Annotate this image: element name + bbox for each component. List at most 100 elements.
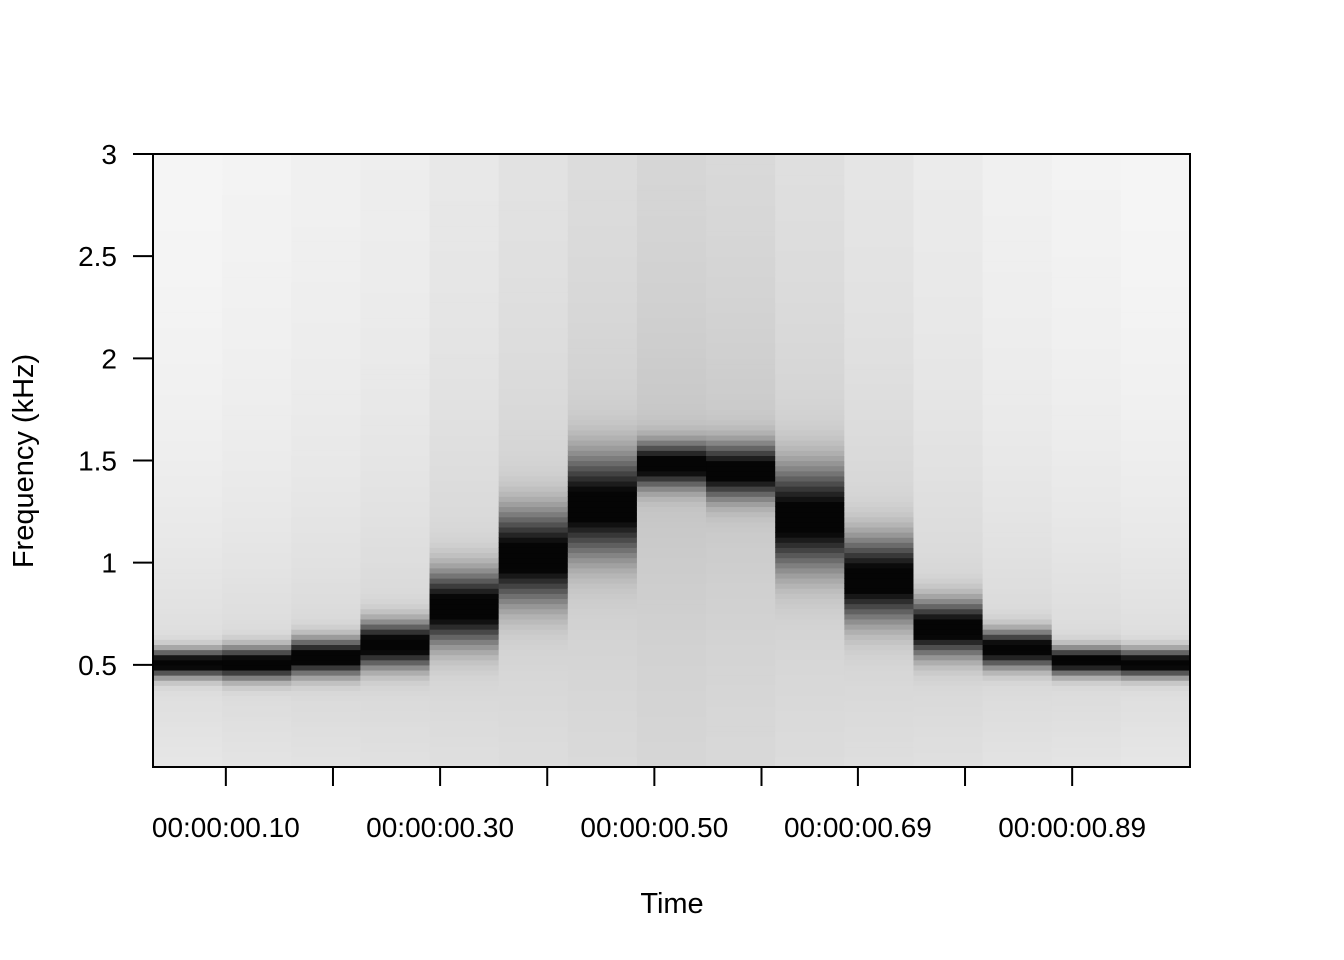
spectrogram-cell xyxy=(291,746,361,753)
spectrogram-cell xyxy=(222,588,292,594)
spectrogram-cell xyxy=(498,537,569,543)
spectrogram-cell xyxy=(913,199,984,206)
spectrogram-cell xyxy=(982,761,1053,768)
spectrogram-cell xyxy=(429,532,500,538)
spectrogram-cell xyxy=(982,577,1053,584)
spectrogram-cell xyxy=(775,205,845,211)
spectrogram-cell xyxy=(775,353,845,359)
spectrogram-cell xyxy=(1051,251,1122,257)
spectrogram-cell xyxy=(291,562,361,569)
spectrogram-cell xyxy=(360,511,431,518)
spectrogram-cell xyxy=(153,746,223,753)
spectrogram-cell xyxy=(706,373,776,380)
spectrogram-cell xyxy=(291,434,361,441)
spectrogram-cell xyxy=(1051,368,1122,375)
spectrogram-cell xyxy=(498,388,569,395)
spectrogram-cell xyxy=(222,496,292,502)
spectrogram-cell xyxy=(498,731,569,737)
spectrogram-cell xyxy=(844,475,915,482)
spectrogram-cell xyxy=(844,164,915,170)
spectrogram-cell xyxy=(636,455,707,462)
spectrogram-cell xyxy=(982,516,1053,523)
spectrogram-cell xyxy=(913,240,984,247)
spectrogram-cell xyxy=(567,455,638,462)
spectrogram-cell xyxy=(291,373,361,380)
spectrogram-cell xyxy=(1051,496,1122,502)
spectrogram-cell xyxy=(706,286,776,293)
spectrogram-cell xyxy=(913,475,984,482)
spectrogram-cell xyxy=(1120,588,1191,594)
spectrogram-cell xyxy=(706,588,776,594)
spectrogram-cell xyxy=(706,322,776,329)
spectrogram-cell xyxy=(1051,378,1122,385)
spectrogram-cell xyxy=(360,593,431,600)
spectrogram-cell xyxy=(1051,629,1122,635)
spectrogram-cell xyxy=(636,266,707,273)
spectrogram-cell xyxy=(775,491,845,497)
spectrogram-cell xyxy=(1051,583,1122,589)
spectrogram-cell xyxy=(1120,721,1191,727)
spectrogram-cell xyxy=(1051,618,1122,625)
spectrogram-cell xyxy=(429,220,500,227)
spectrogram-cell xyxy=(1120,297,1191,303)
spectrogram-cell xyxy=(1120,225,1191,232)
spectrogram-cell xyxy=(775,220,845,227)
spectrogram-cell xyxy=(982,629,1053,635)
spectrogram-cell xyxy=(291,726,361,732)
spectrogram-cell xyxy=(913,434,984,441)
spectrogram-cell xyxy=(844,322,915,329)
x-tick-label: 00:00:00.89 xyxy=(998,812,1146,843)
spectrogram-cell xyxy=(567,322,638,329)
spectrogram-cell xyxy=(1051,205,1122,211)
spectrogram-cell xyxy=(913,659,984,666)
spectrogram-cell xyxy=(1051,215,1122,222)
spectrogram-cell xyxy=(982,465,1053,472)
spectrogram-cell xyxy=(291,577,361,584)
spectrogram-cell xyxy=(706,603,776,610)
spectrogram-cell xyxy=(982,496,1053,502)
spectrogram-cell xyxy=(844,383,915,390)
spectrogram-cell xyxy=(567,383,638,390)
spectrogram-cell xyxy=(706,593,776,600)
spectrogram-cell xyxy=(291,440,361,446)
spectrogram-cell xyxy=(775,189,845,196)
spectrogram-cell xyxy=(982,715,1053,722)
spectrogram-cell xyxy=(360,256,431,262)
spectrogram-cell xyxy=(636,603,707,610)
spectrogram-cell xyxy=(153,532,223,538)
spectrogram-cell xyxy=(982,675,1053,681)
spectrogram-cell xyxy=(153,179,223,186)
spectrogram-cell xyxy=(429,593,500,600)
spectrogram-cell xyxy=(1051,501,1122,508)
spectrogram-cell xyxy=(429,715,500,722)
spectrogram-cell xyxy=(844,623,915,630)
spectrogram-cell xyxy=(982,266,1053,273)
x-axis: 00:00:00.10 00:00:00.30 00:00:00.50 00:00:0… xyxy=(152,767,1146,843)
spectrogram-cell xyxy=(429,659,500,666)
spectrogram-cell xyxy=(636,475,707,482)
spectrogram-cell xyxy=(1120,154,1191,160)
spectrogram-cell xyxy=(1051,659,1122,666)
spectrogram-cell xyxy=(775,608,845,615)
spectrogram-cell xyxy=(775,414,845,421)
spectrogram-cell xyxy=(636,297,707,303)
spectrogram-cell xyxy=(844,297,915,303)
spectrogram-cell xyxy=(775,297,845,303)
spectrogram-cell xyxy=(291,629,361,635)
spectrogram-cell xyxy=(222,276,292,283)
spectrogram-cell xyxy=(1051,486,1122,492)
spectrogram-cell xyxy=(775,649,845,656)
spectrogram-cell xyxy=(844,501,915,508)
spectrogram-cell xyxy=(1120,516,1191,523)
spectrogram-cell xyxy=(844,440,915,446)
spectrogram-cell xyxy=(291,251,361,257)
spectrogram-cell xyxy=(360,317,431,324)
spectrogram-cell xyxy=(360,332,431,339)
spectrogram-cell xyxy=(844,608,915,615)
spectrogram-cell xyxy=(1051,593,1122,600)
spectrogram-cell xyxy=(775,225,845,232)
spectrogram-cell xyxy=(844,215,915,222)
spectrogram-cell xyxy=(706,327,776,334)
spectrogram-cell xyxy=(222,164,292,170)
spectrogram-cell xyxy=(844,455,915,462)
